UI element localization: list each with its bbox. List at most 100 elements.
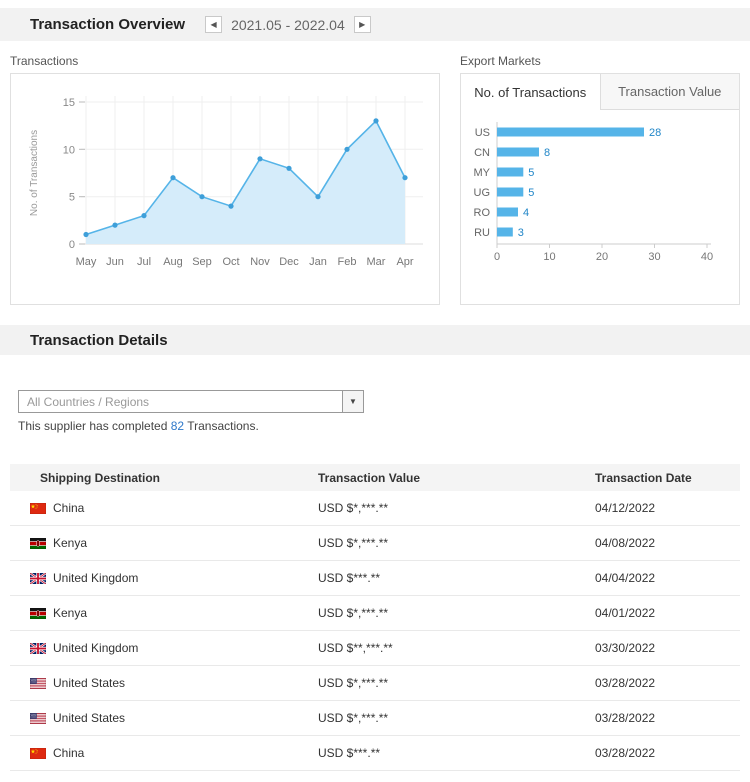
svg-text:8: 8 <box>544 147 550 159</box>
shipping-destination-cell: United States <box>10 676 318 690</box>
country-filter-value: All Countries / Regions <box>27 394 150 409</box>
svg-text:30: 30 <box>648 251 660 263</box>
svg-text:Feb: Feb <box>338 256 357 268</box>
dropdown-arrow-icon: ▼ <box>342 391 363 412</box>
transaction-date-cell: 04/12/2022 <box>595 501 656 515</box>
transaction-date-cell: 04/04/2022 <box>595 571 656 585</box>
transaction-details-title: Transaction Details <box>30 331 168 349</box>
svg-text:Oct: Oct <box>222 256 239 268</box>
gb-flag-icon <box>30 642 46 654</box>
prev-period-button[interactable]: ◀ <box>205 16 223 33</box>
chevron-left-icon: ◀ <box>210 19 217 29</box>
export-markets-label: Export Markets <box>460 54 541 68</box>
transaction-date-cell: 03/28/2022 <box>595 711 656 725</box>
shipping-destination-cell: United Kingdom <box>10 571 318 585</box>
country-name: China <box>53 746 85 760</box>
transaction-value-cell: USD $*,***.** <box>318 501 389 515</box>
transaction-date-cell: 03/28/2022 <box>595 746 656 760</box>
svg-text:MY: MY <box>474 167 491 179</box>
svg-text:Jul: Jul <box>137 256 151 268</box>
transaction-date-cell: 03/28/2022 <box>595 676 656 690</box>
svg-text:0: 0 <box>494 251 500 263</box>
header-shipping-destination: Shipping Destination <box>40 470 160 485</box>
transactions-summary-text: This supplier has completed 82 Transacti… <box>18 419 259 433</box>
gb-flag-icon <box>30 572 46 584</box>
country-name: United States <box>53 676 126 690</box>
svg-text:UG: UG <box>474 187 491 199</box>
date-range-label: 2021.05 - 2022.04 <box>231 16 345 33</box>
us-flag-icon <box>30 712 46 724</box>
transaction-value-cell: USD $*,***.** <box>318 606 389 620</box>
svg-text:RU: RU <box>474 227 490 239</box>
svg-text:Nov: Nov <box>250 256 270 268</box>
svg-text:May: May <box>76 256 97 268</box>
svg-text:0: 0 <box>69 239 75 251</box>
table-row: United States USD $*,***.** 03/28/2022 <box>10 666 740 701</box>
next-period-button[interactable]: ▶ <box>353 16 371 33</box>
overview-header-bar: Transaction Overview ◀ 2021.05 - 2022.04… <box>0 8 750 41</box>
svg-text:CN: CN <box>474 147 490 159</box>
svg-text:Dec: Dec <box>279 256 299 268</box>
svg-text:No. of Transactions: No. of Transactions <box>29 130 40 216</box>
svg-text:5: 5 <box>69 192 75 204</box>
table-row: China USD $*,***.** 04/12/2022 <box>10 491 740 526</box>
header-transaction-date: Transaction Date <box>595 470 692 485</box>
transaction-value-cell: USD $**,***.** <box>318 641 393 655</box>
country-name: United States <box>53 711 126 725</box>
transaction-date-cell: 04/01/2022 <box>595 606 656 620</box>
cn-flag-icon <box>30 747 46 759</box>
tab-transaction-value[interactable]: Transaction Value <box>600 74 739 110</box>
transaction-value-cell: USD $***.** <box>318 746 381 760</box>
country-filter-select[interactable]: All Countries / Regions ▼ <box>18 390 364 413</box>
shipping-destination-cell: Kenya <box>10 536 318 550</box>
svg-text:Sep: Sep <box>192 256 212 268</box>
transaction-date-cell: 03/30/2022 <box>595 641 656 655</box>
ke-flag-icon <box>30 537 46 549</box>
page-title: Transaction Overview <box>30 16 186 33</box>
transaction-date-cell: 04/08/2022 <box>595 536 656 550</box>
svg-text:10: 10 <box>543 251 555 263</box>
shipping-destination-cell: Kenya <box>10 606 318 620</box>
svg-text:3: 3 <box>518 227 524 239</box>
svg-text:15: 15 <box>63 97 75 109</box>
svg-text:40: 40 <box>701 251 713 263</box>
svg-text:4: 4 <box>523 207 529 219</box>
header-transaction-value: Transaction Value <box>318 470 421 485</box>
export-markets-panel: No. of Transactions Transaction Value 0 1… <box>460 73 740 305</box>
svg-text:Jun: Jun <box>106 256 124 268</box>
table-row: United Kingdom USD $**,***.** 03/30/2022 <box>10 631 740 666</box>
table-header-row: Shipping Destination Transaction Value T… <box>10 464 740 491</box>
table-row: Kenya USD $*,***.** 04/01/2022 <box>10 596 740 631</box>
svg-text:5: 5 <box>528 187 534 199</box>
table-body: China USD $*,***.** 04/12/2022 Kenya USD $*,… <box>10 491 740 771</box>
svg-text:10: 10 <box>63 144 75 156</box>
svg-text:US: US <box>475 127 490 139</box>
summary-prefix: This supplier has completed <box>18 419 171 433</box>
svg-text:Apr: Apr <box>396 256 413 268</box>
tab-no-of-transactions[interactable]: No. of Transactions <box>461 74 601 110</box>
date-range-nav: ◀ 2021.05 - 2022.04 ▶ <box>205 16 371 33</box>
table-row: Kenya USD $*,***.** 04/08/2022 <box>10 526 740 561</box>
transaction-value-cell: USD $*,***.** <box>318 536 389 550</box>
svg-text:28: 28 <box>649 127 661 139</box>
transactions-chart-label: Transactions <box>10 54 79 68</box>
svg-text:5: 5 <box>528 167 534 179</box>
svg-text:Mar: Mar <box>367 256 386 268</box>
svg-text:RO: RO <box>474 207 491 219</box>
table-row: United Kingdom USD $***.** 04/04/2022 <box>10 561 740 596</box>
transaction-value-cell: USD $***.** <box>318 571 381 585</box>
shipping-destination-cell: United States <box>10 711 318 725</box>
shipping-destination-cell: China <box>10 501 318 515</box>
cn-flag-icon <box>30 502 46 514</box>
country-name: China <box>53 501 85 515</box>
transactions-line-chart: 0 5 10 15 May Jun Jul Aug Sep Oct Nov Dec Jan Feb Mar A… <box>29 96 423 268</box>
export-markets-bar-chart: 0 10 20 30 40 US 28 CN 8 MY 5 UG 5 RO 4 RU 3 <box>474 122 713 263</box>
shipping-destination-cell: China <box>10 746 318 760</box>
transactions-chart-panel: 0 5 10 15 May Jun Jul Aug Sep Oct Nov Dec Jan Feb Mar A… <box>10 73 440 305</box>
country-name: United Kingdom <box>53 571 139 585</box>
table-row: China USD $***.** 03/28/2022 <box>10 736 740 771</box>
export-markets-tabs: No. of Transactions Transaction Value <box>461 74 739 110</box>
chevron-right-icon: ▶ <box>359 19 366 29</box>
transaction-count-link[interactable]: 82 <box>170 419 185 433</box>
summary-suffix: Transactions. <box>184 419 259 433</box>
